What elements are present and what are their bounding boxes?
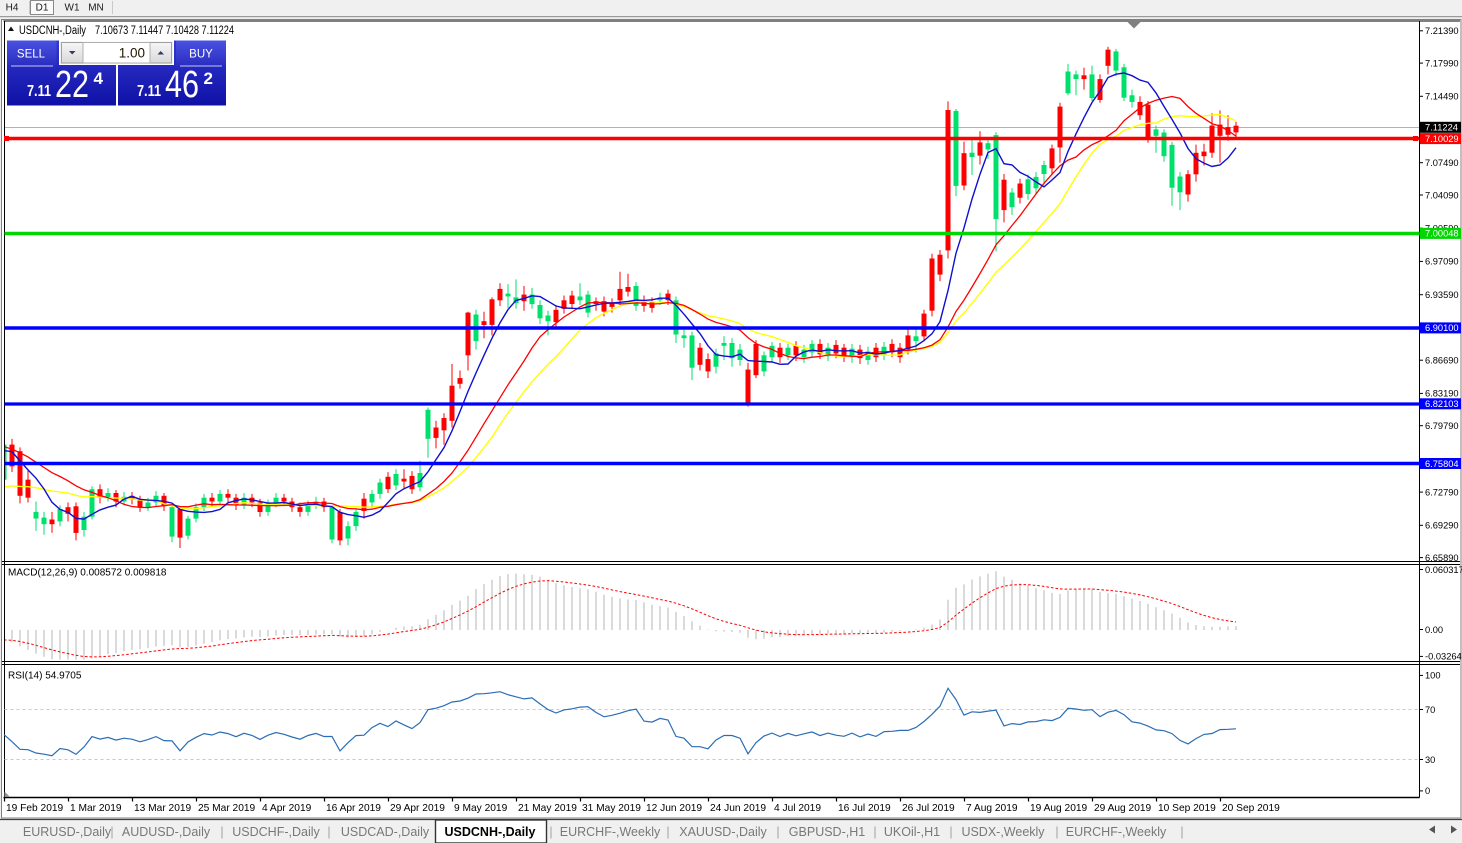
svg-text:12 Jun 2019: 12 Jun 2019 [646, 803, 702, 814]
svg-text:H4: H4 [6, 3, 19, 14]
svg-text:6.90100: 6.90100 [1425, 323, 1459, 333]
svg-text:|: | [1055, 825, 1058, 839]
svg-text:25 Mar 2019: 25 Mar 2019 [198, 803, 256, 814]
svg-text:13 Mar 2019: 13 Mar 2019 [134, 803, 192, 814]
svg-text:7.10029: 7.10029 [1425, 134, 1459, 144]
svg-text:USDCNH-,Daily: USDCNH-,Daily [19, 25, 86, 37]
svg-text:USDCNH-,Daily: USDCNH-,Daily [445, 825, 536, 839]
svg-text:20 Sep 2019: 20 Sep 2019 [1222, 803, 1280, 814]
svg-text:29 Aug 2019: 29 Aug 2019 [1094, 803, 1152, 814]
svg-text:16 Jul 2019: 16 Jul 2019 [838, 803, 891, 814]
svg-text:7.11224: 7.11224 [1425, 123, 1458, 133]
svg-text:46: 46 [165, 64, 199, 106]
svg-text:7.04090: 7.04090 [1425, 190, 1459, 200]
svg-text:31 May 2019: 31 May 2019 [582, 803, 641, 814]
svg-text:6.83190: 6.83190 [1425, 389, 1459, 399]
svg-text:29 Apr 2019: 29 Apr 2019 [390, 803, 445, 814]
svg-text:|: | [873, 825, 876, 839]
svg-text:6.79790: 6.79790 [1425, 421, 1459, 431]
svg-text:USDCAD-,Daily: USDCAD-,Daily [341, 825, 430, 839]
svg-text:7.00048: 7.00048 [1425, 229, 1459, 239]
svg-text:0: 0 [1425, 786, 1430, 796]
svg-text:26 Jul 2019: 26 Jul 2019 [902, 803, 955, 814]
svg-text:0.060317: 0.060317 [1425, 565, 1462, 575]
svg-text:4 Jul 2019: 4 Jul 2019 [774, 803, 821, 814]
svg-text:30: 30 [1425, 755, 1435, 765]
svg-text:1.00: 1.00 [119, 46, 145, 61]
svg-text:24 Jun 2019: 24 Jun 2019 [710, 803, 766, 814]
svg-text:6.93590: 6.93590 [1425, 290, 1459, 300]
svg-text:70: 70 [1425, 705, 1435, 715]
svg-text:4 Apr 2019: 4 Apr 2019 [262, 803, 312, 814]
svg-text:SELL: SELL [17, 49, 46, 61]
svg-text:2: 2 [204, 69, 213, 88]
svg-text:4: 4 [94, 69, 104, 88]
svg-text:6.72790: 6.72790 [1425, 487, 1459, 497]
svg-text:7.14490: 7.14490 [1425, 92, 1459, 102]
svg-text:6.65890: 6.65890 [1425, 553, 1459, 563]
svg-text:6.97090: 6.97090 [1425, 257, 1459, 267]
svg-text:6.82103: 6.82103 [1425, 399, 1459, 409]
svg-text:100: 100 [1425, 671, 1441, 681]
svg-text:19 Feb 2019: 19 Feb 2019 [6, 803, 64, 814]
svg-text:7.10673 7.11447 7.10428 7.1122: 7.10673 7.11447 7.10428 7.11224 [95, 25, 234, 37]
svg-text:|: | [776, 825, 779, 839]
svg-text:AUDUSD-,Daily: AUDUSD-,Daily [122, 825, 211, 839]
svg-text:|: | [949, 825, 952, 839]
svg-text:EURCHF-,Weekly: EURCHF-,Weekly [1066, 825, 1167, 839]
svg-text:10 Sep 2019: 10 Sep 2019 [1158, 803, 1216, 814]
svg-text:7.11: 7.11 [137, 83, 161, 100]
svg-text:MN: MN [88, 3, 104, 14]
svg-text:RSI(14) 54.9705: RSI(14) 54.9705 [8, 671, 82, 682]
svg-text:-0.032648: -0.032648 [1425, 652, 1462, 662]
svg-text:1 Mar 2019: 1 Mar 2019 [70, 803, 122, 814]
svg-text:7.21390: 7.21390 [1425, 26, 1459, 36]
svg-text:D1: D1 [36, 3, 49, 14]
svg-text:MACD(12,26,9) 0.008572 0.00981: MACD(12,26,9) 0.008572 0.009818 [8, 568, 167, 579]
svg-text:BUY: BUY [189, 49, 213, 61]
svg-text:XAUUSD-,Daily: XAUUSD-,Daily [679, 825, 767, 839]
svg-text:6.86690: 6.86690 [1425, 356, 1459, 366]
svg-text:|: | [1180, 825, 1183, 839]
svg-text:|: | [110, 825, 113, 839]
svg-text:16 Apr 2019: 16 Apr 2019 [326, 803, 381, 814]
svg-text:7.17990: 7.17990 [1425, 58, 1459, 68]
svg-text:9 May 2019: 9 May 2019 [454, 803, 508, 814]
svg-text:21 May 2019: 21 May 2019 [518, 803, 577, 814]
svg-text:19 Aug 2019: 19 Aug 2019 [1030, 803, 1088, 814]
svg-text:|: | [549, 825, 552, 839]
svg-text:UKOil-,H1: UKOil-,H1 [884, 825, 940, 839]
svg-text:22: 22 [55, 64, 89, 106]
svg-text:6.69290: 6.69290 [1425, 521, 1459, 531]
svg-text:EURCHF-,Weekly: EURCHF-,Weekly [560, 825, 661, 839]
svg-text:W1: W1 [65, 3, 80, 14]
svg-text:GBPUSD-,H1: GBPUSD-,H1 [789, 825, 865, 839]
svg-text:USDCHF-,Daily: USDCHF-,Daily [232, 825, 320, 839]
svg-text:6.75804: 6.75804 [1425, 459, 1459, 469]
svg-text:EURUSD-,Daily: EURUSD-,Daily [23, 825, 112, 839]
svg-text:7.11: 7.11 [27, 83, 51, 100]
svg-text:|: | [327, 825, 330, 839]
svg-text:USDX-,Weekly: USDX-,Weekly [961, 825, 1045, 839]
svg-text:7.07490: 7.07490 [1425, 158, 1459, 168]
svg-text:0.00: 0.00 [1425, 625, 1443, 635]
svg-text:7 Aug 2019: 7 Aug 2019 [966, 803, 1018, 814]
svg-text:|: | [666, 825, 669, 839]
svg-text:|: | [220, 825, 223, 839]
